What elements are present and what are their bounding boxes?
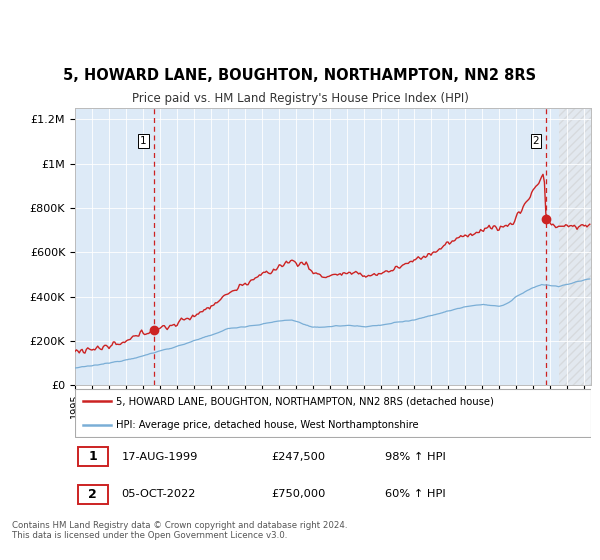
Text: 5, HOWARD LANE, BOUGHTON, NORTHAMPTON, NN2 8RS: 5, HOWARD LANE, BOUGHTON, NORTHAMPTON, N… [64, 68, 536, 82]
FancyBboxPatch shape [77, 485, 107, 504]
Text: £247,500: £247,500 [271, 451, 325, 461]
Text: 05-OCT-2022: 05-OCT-2022 [121, 489, 196, 500]
Text: HPI: Average price, detached house, West Northamptonshire: HPI: Average price, detached house, West… [116, 421, 419, 431]
Text: 60% ↑ HPI: 60% ↑ HPI [385, 489, 445, 500]
Text: 2: 2 [88, 488, 97, 501]
Text: Contains HM Land Registry data © Crown copyright and database right 2024.
This d: Contains HM Land Registry data © Crown c… [12, 520, 347, 540]
Text: Price paid vs. HM Land Registry's House Price Index (HPI): Price paid vs. HM Land Registry's House … [131, 92, 469, 105]
Text: 17-AUG-1999: 17-AUG-1999 [121, 451, 198, 461]
Text: 2: 2 [533, 136, 539, 146]
Text: 1: 1 [140, 136, 147, 146]
FancyBboxPatch shape [77, 447, 107, 466]
Text: 1: 1 [88, 450, 97, 463]
FancyBboxPatch shape [75, 389, 591, 437]
Text: 5, HOWARD LANE, BOUGHTON, NORTHAMPTON, NN2 8RS (detached house): 5, HOWARD LANE, BOUGHTON, NORTHAMPTON, N… [116, 396, 494, 406]
Text: 98% ↑ HPI: 98% ↑ HPI [385, 451, 445, 461]
Text: £750,000: £750,000 [271, 489, 325, 500]
